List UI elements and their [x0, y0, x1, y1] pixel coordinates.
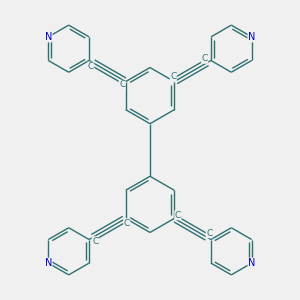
Text: C: C: [202, 54, 208, 63]
Text: C: C: [170, 72, 176, 81]
Text: N: N: [248, 32, 255, 42]
Text: C: C: [175, 211, 181, 220]
Text: C: C: [88, 62, 94, 71]
Text: N: N: [45, 258, 52, 268]
Text: C: C: [92, 237, 98, 246]
Text: C: C: [206, 229, 212, 238]
Text: N: N: [45, 32, 52, 42]
Text: C: C: [119, 80, 125, 89]
Text: N: N: [248, 258, 255, 268]
Text: C: C: [124, 219, 130, 228]
